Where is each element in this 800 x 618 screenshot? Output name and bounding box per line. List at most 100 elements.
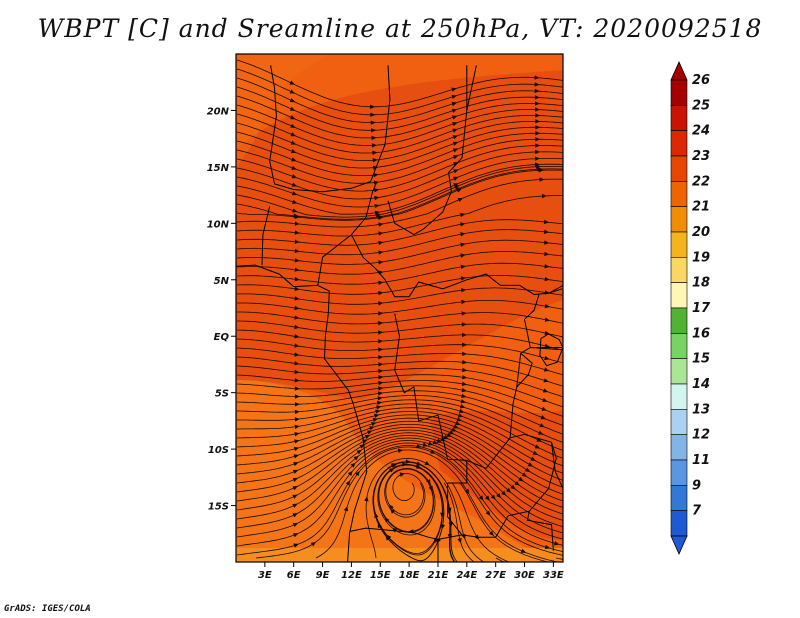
streamline-arrow xyxy=(484,495,490,501)
streamline xyxy=(236,169,563,221)
colorbar-label: 24 xyxy=(692,124,710,139)
streamline-arrow xyxy=(452,135,459,140)
streamline-arrow xyxy=(294,432,300,437)
streamline-arrow xyxy=(426,479,431,485)
streamline-arrow xyxy=(432,440,438,445)
y-axis: 20N 15N 10N 5N EQ 5S 10S 15S xyxy=(207,106,236,513)
streamline-arrow xyxy=(294,334,300,339)
streamline xyxy=(236,163,563,215)
lake-outline xyxy=(539,333,563,367)
streamline-arrow xyxy=(452,128,458,133)
streamline xyxy=(236,251,563,275)
streamline-arrow xyxy=(524,467,531,472)
streamline-arrow xyxy=(446,432,452,437)
streamline-arrow xyxy=(456,188,463,193)
colorbar-swatch xyxy=(670,510,688,537)
colorbar-label: 11 xyxy=(692,453,710,468)
streamline-arrow xyxy=(373,172,379,178)
streamline-arrow xyxy=(294,424,300,429)
country-border xyxy=(466,65,477,111)
colorbar-label: 16 xyxy=(692,326,710,341)
streamline-arrow xyxy=(451,94,457,100)
streamline-arrow xyxy=(535,113,541,118)
streamline-arrow xyxy=(461,374,468,380)
streamline-arrow xyxy=(459,404,466,409)
streamline-arrow xyxy=(461,288,467,293)
streamline-arrow xyxy=(436,438,443,443)
country-border xyxy=(530,347,563,351)
streamline-arrow xyxy=(369,426,375,431)
streamline-arrow xyxy=(294,402,300,407)
streamline xyxy=(255,446,563,559)
streamline-arrow xyxy=(448,430,455,435)
streamline-arrow xyxy=(367,430,373,435)
country-border xyxy=(526,511,554,551)
streamline-arrow xyxy=(451,108,458,113)
streamline-arrow xyxy=(310,541,317,547)
streamline-arrow xyxy=(290,132,296,137)
streamline xyxy=(236,95,563,139)
streamline-arrow xyxy=(520,548,527,553)
streamline-arrow xyxy=(386,534,392,540)
colorbar-swatch xyxy=(670,105,688,131)
streamline-arrow xyxy=(375,212,381,218)
streamline-arrow xyxy=(292,477,299,482)
streamline-arrow xyxy=(347,470,353,476)
streamline-arrow xyxy=(485,510,491,516)
streamline-arrow xyxy=(538,168,544,173)
streamline-arrow xyxy=(544,317,551,322)
streamline xyxy=(236,407,563,467)
streamline-arrow xyxy=(294,386,300,391)
streamline xyxy=(555,557,563,560)
streamline-arrow xyxy=(457,197,464,203)
colorbar-swatch xyxy=(670,206,688,233)
colorbar-extend-top xyxy=(670,61,688,81)
colorbar-label: 9 xyxy=(692,478,701,493)
streamline-arrow xyxy=(374,512,379,518)
streamline xyxy=(236,437,563,534)
streamline xyxy=(365,457,485,562)
streamline-arrow xyxy=(392,463,398,468)
streamline-arrow xyxy=(292,503,298,508)
streamline-arrow xyxy=(535,149,541,155)
colorbar-label: 13 xyxy=(692,402,710,417)
streamline-arrow xyxy=(294,277,300,282)
streamline-arrow xyxy=(294,439,300,444)
streamline-arrow xyxy=(377,391,384,396)
streamline-arrow xyxy=(460,399,467,404)
streamline xyxy=(236,229,563,256)
y-tick-label: EQ xyxy=(214,332,230,343)
streamline-arrow xyxy=(350,462,356,468)
streamline-arrow xyxy=(460,222,466,227)
colorbar-swatch xyxy=(670,459,688,486)
x-axis: 3E 6E 9E 12E 15E 18E 21E 24E 27E 30E 33E xyxy=(258,562,564,581)
streamline-arrow xyxy=(378,250,384,255)
streamline xyxy=(236,442,563,547)
streamline-arrow xyxy=(294,352,300,357)
west-coastline xyxy=(236,264,368,562)
streamline-arrow xyxy=(460,232,466,237)
coastlines-borders xyxy=(236,65,563,562)
streamline-arrow xyxy=(542,388,549,393)
colorbar-label: 25 xyxy=(692,98,710,113)
streamline-arrow xyxy=(290,148,297,154)
streamline-arrow xyxy=(364,434,371,439)
country-border xyxy=(394,294,540,469)
colorbar-swatch xyxy=(670,130,688,157)
streamline-arrow xyxy=(452,155,459,160)
streamline-arrow xyxy=(399,472,406,477)
streamline-arrow xyxy=(452,122,458,127)
streamline-arrow xyxy=(371,421,377,427)
streamline-arrow xyxy=(389,504,394,510)
streamline-arrow xyxy=(462,351,468,356)
streamline xyxy=(459,482,550,562)
streamline-arrow xyxy=(461,381,468,387)
streamline-arrow xyxy=(378,290,384,296)
streamline-arrow xyxy=(415,464,422,469)
streamline xyxy=(236,151,563,200)
streamline xyxy=(236,166,563,218)
streamline-arrow xyxy=(397,448,404,453)
streamline-arrow xyxy=(292,208,298,213)
streamline-arrow xyxy=(292,513,298,518)
